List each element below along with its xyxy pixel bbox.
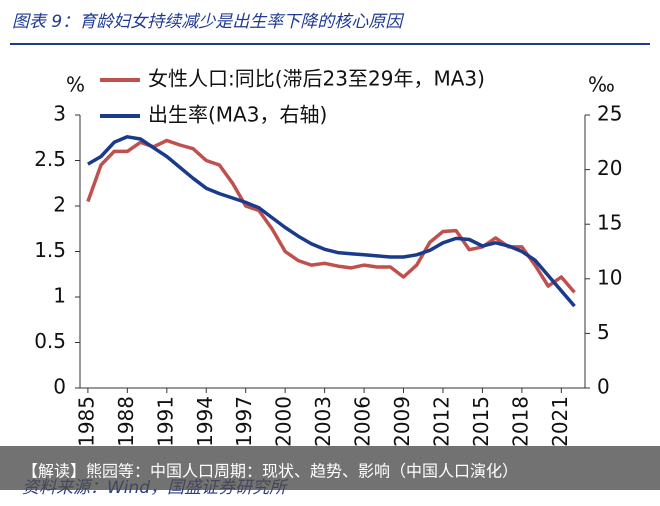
x-tick-label: 2003 <box>311 396 335 447</box>
y-tick-label: 2 <box>53 193 66 217</box>
x-tick-label: 2021 <box>548 396 572 447</box>
x-tick-label: 2012 <box>429 396 453 447</box>
x-tick-label: 2006 <box>351 396 375 447</box>
x-tick-label: 1997 <box>232 396 256 447</box>
x-tick-label: 1994 <box>193 396 217 447</box>
x-tick-label: 2000 <box>272 396 296 447</box>
legend-label: 出生率(MA3，右轴) <box>148 103 327 127</box>
y-tick-label: 2.5 <box>34 147 66 171</box>
caption-band <box>0 446 660 490</box>
y-unit: % <box>66 73 85 97</box>
legend-label: 女性人口:同比(滞后23至29年，MA3) <box>148 67 485 91</box>
x-tick-label: 1985 <box>74 396 98 447</box>
y2-tick-label: 25 <box>597 102 622 126</box>
chart-title: 图表 9：育龄妇女持续减少是出生率下降的核心原因 <box>12 12 405 32</box>
y2-tick-label: 10 <box>597 265 622 289</box>
y-tick-label: 1 <box>53 284 66 308</box>
y-tick-label: 0 <box>53 375 66 399</box>
caption: 【解读】熊园等：中国人口周期：现状、趋势、影响（中国人口演化） <box>22 462 518 481</box>
y2-unit: ‰ <box>588 73 615 97</box>
line-series <box>86 138 576 294</box>
x-tick-label: 2018 <box>508 396 532 447</box>
y2-tick-label: 0 <box>597 375 610 399</box>
line-series <box>87 135 576 308</box>
y-tick-label: 3 <box>53 102 66 126</box>
x-tick-label: 1988 <box>114 396 138 447</box>
x-tick-label: 2015 <box>469 396 493 447</box>
x-tick-label: 2009 <box>390 396 414 447</box>
y2-tick-label: 5 <box>597 320 610 344</box>
y2-tick-label: 20 <box>597 156 622 180</box>
y2-tick-label: 15 <box>597 211 622 235</box>
x-tick-label: 1991 <box>153 396 177 447</box>
y-tick-label: 1.5 <box>34 238 66 262</box>
y-tick-label: 0.5 <box>34 329 66 353</box>
